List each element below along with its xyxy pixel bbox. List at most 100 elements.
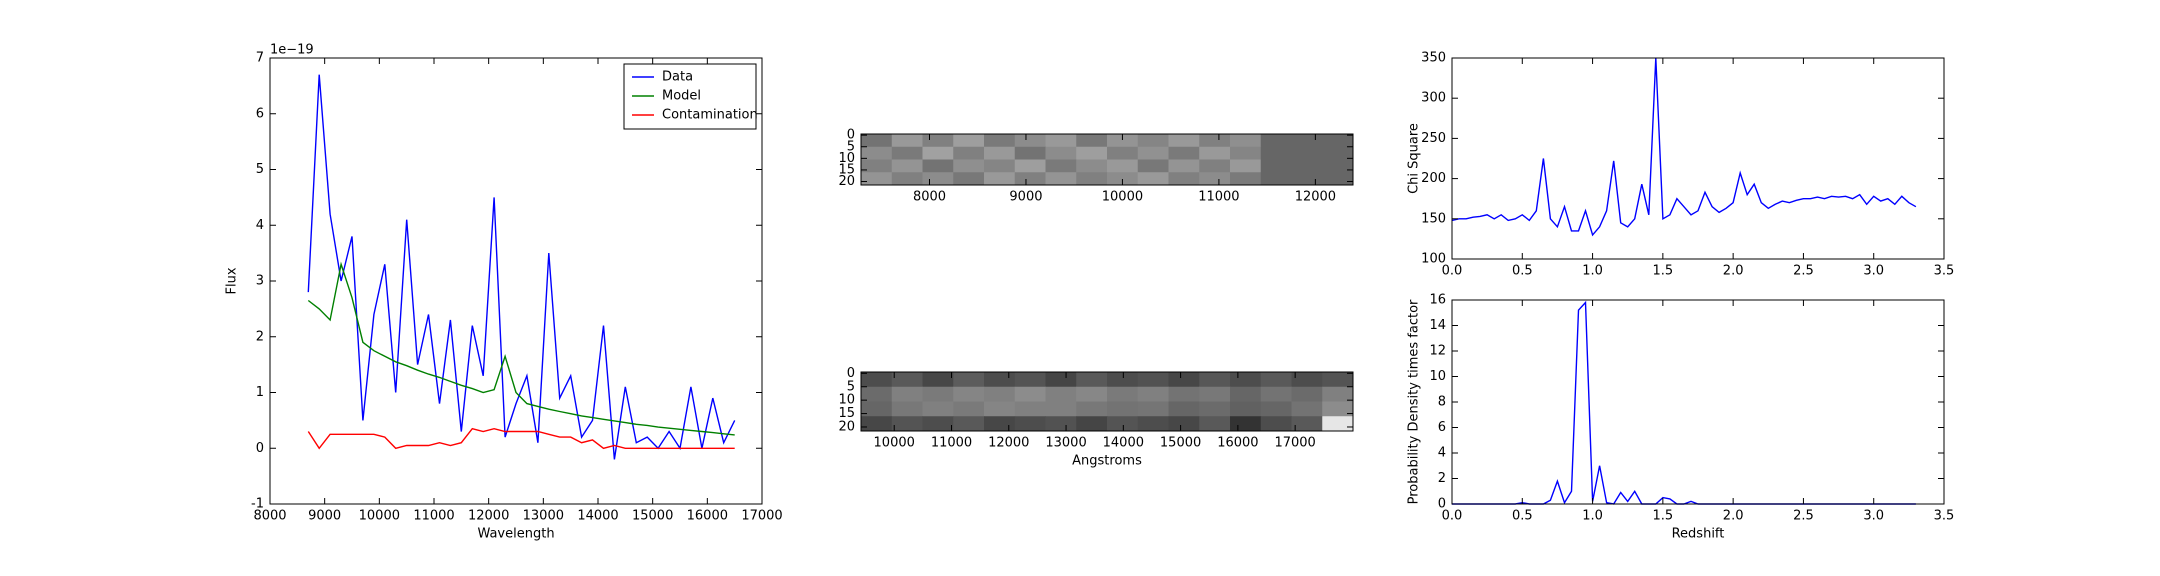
heatmap-cell: [1137, 172, 1169, 186]
axes-frame: [860, 133, 1354, 186]
y-tick-label: 5: [847, 379, 855, 394]
heatmap-cell: [1168, 386, 1200, 402]
x-tick-label: 3.0: [1863, 509, 1884, 524]
x-axis-label: Angstroms: [1072, 454, 1142, 469]
heatmap-cell: [1168, 146, 1200, 160]
heatmap-cell: [1107, 401, 1139, 417]
heatmap-cell: [922, 172, 954, 186]
heatmap-cell: [861, 372, 893, 388]
heatmap-cell: [1014, 159, 1046, 173]
heatmap-cell: [1045, 146, 1077, 160]
x-tick-label: 0.5: [1512, 509, 1533, 524]
heatmap-cell: [861, 134, 893, 148]
x-tick-label: 13000: [1045, 436, 1086, 451]
x-tick-label: 3.5: [1934, 264, 1955, 279]
x-tick-label: 0.5: [1512, 264, 1533, 279]
heatmap-cell: [1260, 386, 1292, 402]
x-tick-label: 15000: [632, 509, 673, 524]
y-tick-label: 0: [1438, 497, 1446, 512]
heatmap-cell: [984, 146, 1016, 160]
heatmap-cell: [1199, 172, 1231, 186]
heatmap-cell: [861, 159, 893, 173]
heatmap-cell: [953, 372, 985, 388]
x-tick-label: 11000: [413, 509, 454, 524]
heatmap-cell: [1230, 372, 1262, 388]
heatmap-cell: [1137, 159, 1169, 173]
heatmap-cell: [1322, 401, 1354, 417]
heatmap-cell: [1291, 172, 1323, 186]
x-tick-label: 10000: [359, 509, 400, 524]
heatmap-cell: [1260, 134, 1292, 148]
heatmap-cell: [1014, 401, 1046, 417]
heatmap-cell: [1230, 401, 1262, 417]
heatmap-cell: [1168, 372, 1200, 388]
y-tick-label: 10: [838, 151, 855, 166]
y-tick-label: -1: [251, 497, 264, 512]
heatmap-cell: [984, 159, 1016, 173]
y-tick-label: 250: [1421, 131, 1446, 146]
heatmap-cell: [1230, 416, 1262, 432]
heatmap-cell: [1322, 172, 1354, 186]
heatmap-cell: [953, 416, 985, 432]
y-tick-label: 200: [1421, 171, 1446, 186]
heatmap-cell: [953, 159, 985, 173]
heatmap-cell: [953, 134, 985, 148]
heatmap-cell: [861, 401, 893, 417]
y-axis-label: Flux: [225, 267, 240, 294]
y-tick-label: 10: [838, 393, 855, 408]
heatmap-cell: [1260, 401, 1292, 417]
x-tick-label: 1.5: [1653, 509, 1674, 524]
y-tick-label: 5: [847, 139, 855, 154]
axes-frame: [1451, 299, 1945, 505]
heatmap-cell: [1076, 386, 1108, 402]
heatmap-cell: [1260, 172, 1292, 186]
heatmap-cell: [1045, 134, 1077, 148]
y-tick-label: 3: [256, 274, 264, 289]
y-tick-label: 16: [1429, 293, 1446, 308]
x-tick-label: 12000: [468, 509, 509, 524]
heatmap-cell: [922, 134, 954, 148]
heatmap-cell: [1322, 146, 1354, 160]
x-tick-label: 3.0: [1863, 264, 1884, 279]
x-tick-label: 11000: [931, 436, 972, 451]
heatmap-cell: [891, 159, 923, 173]
y-tick-label: 150: [1421, 211, 1446, 226]
heatmap-cell: [1322, 372, 1354, 388]
x-tick-label: 9000: [1009, 190, 1042, 205]
heatmap-cell: [922, 386, 954, 402]
heatmap-cell: [953, 386, 985, 402]
legend-label: Data: [662, 70, 693, 85]
heatmap-cell: [1076, 134, 1108, 148]
x-tick-label: 12000: [1295, 190, 1336, 205]
y-tick-label: 10: [1429, 369, 1446, 384]
y-tick-label: 4: [256, 218, 264, 233]
x-axis-label: Wavelength: [477, 527, 554, 542]
x-tick-label: 2.5: [1793, 509, 1814, 524]
heatmap-cell: [1168, 134, 1200, 148]
y-tick-label: 350: [1421, 51, 1446, 66]
heatmap-cell: [1199, 401, 1231, 417]
heatmap-cell: [1199, 416, 1231, 432]
heatmap-cell: [984, 401, 1016, 417]
heatmap-cell: [1076, 416, 1108, 432]
heatmap-cell: [984, 416, 1016, 432]
y-tick-label: 15: [838, 162, 855, 177]
y-tick-label: 5: [256, 162, 264, 177]
y-tick-label: 2: [256, 329, 264, 344]
heatmap-cell: [1045, 401, 1077, 417]
x-tick-label: 1.0: [1582, 509, 1603, 524]
heatmap-cell: [1291, 372, 1323, 388]
heatmap-cell: [1137, 146, 1169, 160]
heatmap-cell: [1137, 416, 1169, 432]
y-tick-label: 14: [1429, 318, 1446, 333]
heatmap-cell: [1107, 372, 1139, 388]
heatmap-cell: [1260, 416, 1292, 432]
heatmap-cell: [891, 146, 923, 160]
heatmap-cell: [891, 401, 923, 417]
x-tick-label: 2.5: [1793, 264, 1814, 279]
heatmap-cell: [1230, 134, 1262, 148]
heatmap-cell: [984, 372, 1016, 388]
heatmap-cell: [861, 146, 893, 160]
heatmap-cell: [891, 134, 923, 148]
heatmap-cell: [1168, 159, 1200, 173]
